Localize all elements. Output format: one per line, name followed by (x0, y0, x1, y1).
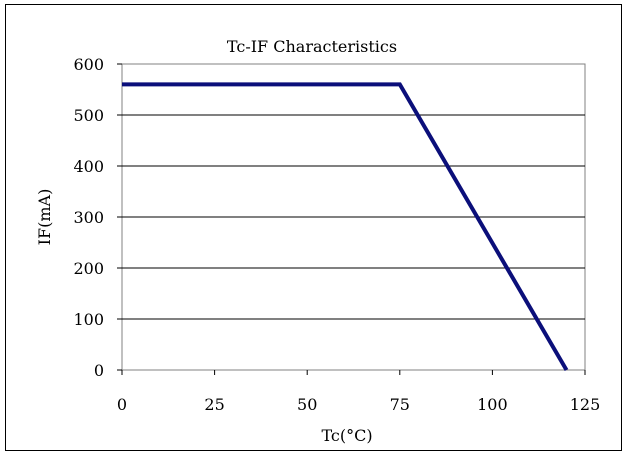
x-axis-label: Tc(°C) (321, 426, 372, 445)
x-tick-label: 75 (390, 395, 410, 414)
x-tick-label: 0 (117, 395, 127, 414)
x-tick-label: 100 (477, 395, 508, 414)
y-tick-label: 600 (73, 55, 104, 74)
y-tick-label: 0 (94, 361, 104, 380)
chart-title: Tc-IF Characteristics (227, 37, 397, 56)
y-axis-label: IF(mA) (35, 189, 54, 246)
y-tick-label: 200 (73, 259, 104, 278)
y-tick-label: 400 (73, 157, 104, 176)
x-tick-label: 50 (297, 395, 317, 414)
y-tick-label: 500 (73, 106, 104, 125)
x-tick-labels: 0 25 50 75 100 125 (117, 395, 600, 414)
x-tick-label: 25 (204, 395, 224, 414)
x-tick-label: 125 (570, 395, 601, 414)
y-tick-label: 300 (73, 208, 104, 227)
series-lines (121, 82, 569, 372)
y-tick-label: 100 (73, 310, 104, 329)
y-tick-labels: 0 100 200 300 400 500 600 (73, 55, 104, 380)
